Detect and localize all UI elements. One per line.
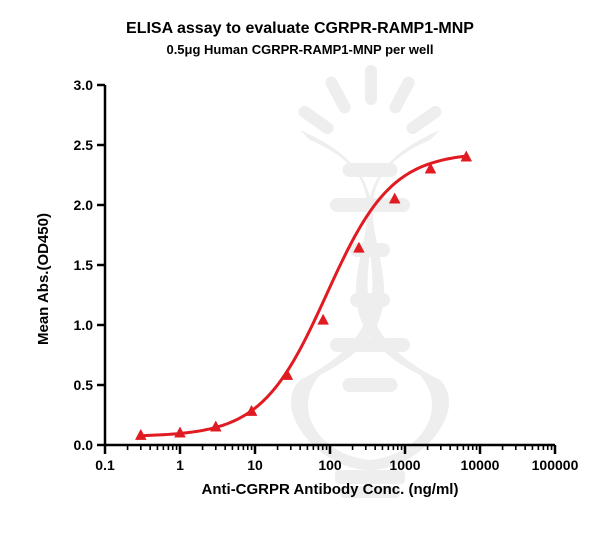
y-axis-label: Mean Abs.(OD450) — [35, 213, 52, 345]
y-tick-label: 0.5 — [74, 377, 93, 393]
x-tick-label: 10 — [225, 457, 285, 473]
y-tick-label: 2.0 — [74, 197, 93, 213]
data-marker — [318, 314, 329, 324]
x-tick-label: 0.1 — [75, 457, 135, 473]
y-tick-label: 1.0 — [74, 317, 93, 333]
x-tick-label: 1 — [150, 457, 210, 473]
x-tick-label: 100000 — [525, 457, 585, 473]
chart-title: ELISA assay to evaluate CGRPR-RAMP1-MNP — [0, 20, 600, 38]
chart-subtitle: 0.5μg Human CGRPR-RAMP1-MNP per well — [0, 42, 600, 57]
x-tick-label: 100 — [300, 457, 360, 473]
y-tick-label: 2.5 — [74, 137, 93, 153]
y-tick-label: 1.5 — [74, 257, 93, 273]
y-tick-label: 0.0 — [74, 437, 93, 453]
x-tick-label: 10000 — [450, 457, 510, 473]
x-tick-label: 1000 — [375, 457, 435, 473]
x-axis-label: Anti-CGRPR Antibody Conc. (ng/ml) — [105, 481, 555, 498]
y-tick-label: 3.0 — [74, 77, 93, 93]
